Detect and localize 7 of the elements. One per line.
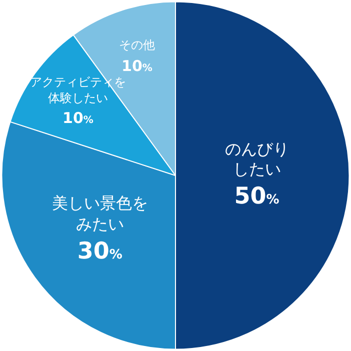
data-label: 30% <box>77 238 122 264</box>
slice-label: のんびりしたい <box>224 138 290 180</box>
slice-label: その他 <box>118 38 156 54</box>
data-label: 50% <box>234 183 280 210</box>
data-label: 10% <box>122 56 152 74</box>
data-label: 10% <box>62 109 94 128</box>
slice-label: 美しい景色をみたい <box>50 194 149 236</box>
